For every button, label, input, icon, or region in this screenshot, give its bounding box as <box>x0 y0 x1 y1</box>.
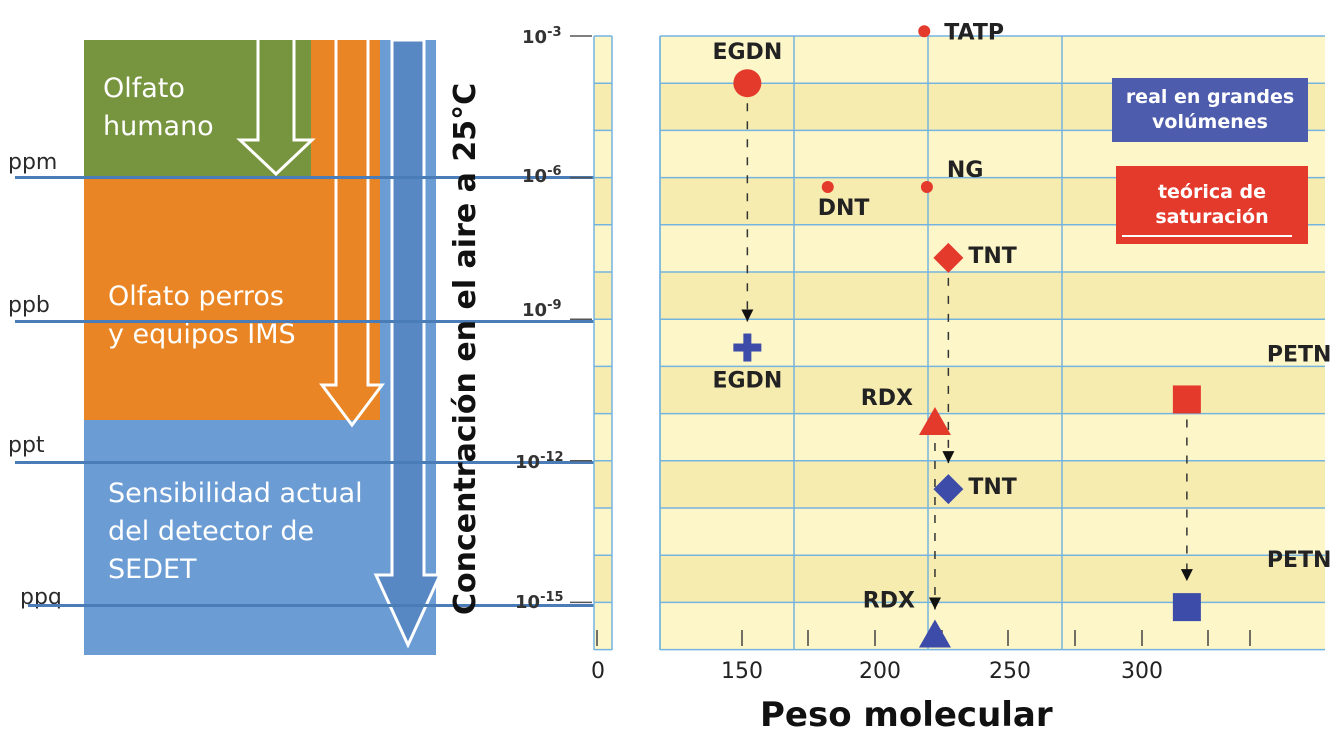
level-line-ppq <box>28 604 595 607</box>
plot-band-left <box>594 83 612 131</box>
level-line-ppm <box>15 176 595 179</box>
real-rdx-label: RDX <box>863 588 915 613</box>
x-tick-label: 250 <box>989 659 1031 684</box>
legend-teorica: teórica de saturación <box>1116 166 1308 244</box>
plot-band-left <box>594 177 612 225</box>
label-olfato-perros: Olfato perros y equipos IMS <box>108 281 296 350</box>
teorica-petn-marker <box>1172 385 1201 414</box>
x-tick-label: 300 <box>1121 659 1163 684</box>
connector-arrowhead <box>942 451 955 464</box>
arrows-left-panel <box>236 38 443 649</box>
label-sensibilidad: Sensibilidad actual del detector de SEDE… <box>108 478 363 585</box>
arrow-olfato-humano <box>236 40 316 177</box>
y-tick-label-1e-3: 10-3 <box>522 25 562 48</box>
label-olfato-humano: Olfato humano <box>103 73 214 142</box>
block-olfato-humano <box>84 40 311 178</box>
x-tick-label: 150 <box>721 659 763 684</box>
x-axis-title: Peso molecular <box>760 695 1053 735</box>
plot-band-left <box>594 272 612 320</box>
legend-underline <box>1122 235 1292 237</box>
teorica-ng-marker <box>920 181 933 194</box>
level-ppm: ppm <box>8 150 58 175</box>
plot-band-left <box>594 460 612 508</box>
connector-arrowhead <box>928 597 941 610</box>
teorica-egdn-marker <box>733 69 762 98</box>
teorica-tnt-label: TNT <box>968 244 1016 269</box>
teorica-dnt-marker <box>821 181 834 194</box>
teorica-petn-label: PETN <box>1267 342 1330 367</box>
teorica-rdx-marker <box>918 407 951 436</box>
real-egdn-marker-v <box>743 333 752 362</box>
y-tick-label-1e-12: 10-12 <box>515 450 564 473</box>
connector-arrowhead <box>1180 569 1193 582</box>
real-petn-marker <box>1172 593 1201 622</box>
teorica-rdx-label: RDX <box>861 386 913 411</box>
teorica-dnt-label: DNT <box>818 196 870 221</box>
real-rdx-marker <box>918 619 951 648</box>
teorica-tnt-marker <box>933 242 964 273</box>
plot-band <box>660 366 1325 414</box>
arrow-sedet <box>373 38 443 649</box>
real-tnt-marker <box>933 474 964 505</box>
plot-band <box>660 272 1325 320</box>
connector-arrowhead <box>741 309 754 322</box>
level-ppt: ppt <box>8 433 45 458</box>
teorica-tatp-label: TATP <box>944 20 1004 45</box>
arrow-olfato-perros <box>319 40 385 428</box>
level-line-ppb <box>15 320 595 323</box>
real-tnt-label: TNT <box>968 475 1016 500</box>
plot-band <box>660 555 1325 603</box>
level-ppb: ppb <box>8 293 50 318</box>
legend-real: real en grandes volúmenes <box>1112 78 1308 142</box>
plot-band <box>660 460 1325 508</box>
x-tick-label: 200 <box>859 659 901 684</box>
level-line-ppt <box>15 461 595 464</box>
real-egdn-label: EGDN <box>712 369 782 394</box>
real-petn-label: PETN <box>1267 548 1330 573</box>
plot-band-left <box>594 555 612 603</box>
teorica-tatp-marker <box>918 25 931 38</box>
teorica-egdn-label: EGDN <box>712 40 782 65</box>
x-tick-label: 0 <box>591 659 605 684</box>
plot-band-left <box>594 366 612 414</box>
y-tick-label-1e-15: 10-15 <box>515 590 564 613</box>
teorica-ng-label: NG <box>947 158 983 183</box>
y-tick-label-1e-9: 10-9 <box>522 298 562 321</box>
y-tick-label-1e-6: 10-6 <box>522 164 562 187</box>
block-sensibilidad <box>84 420 436 655</box>
